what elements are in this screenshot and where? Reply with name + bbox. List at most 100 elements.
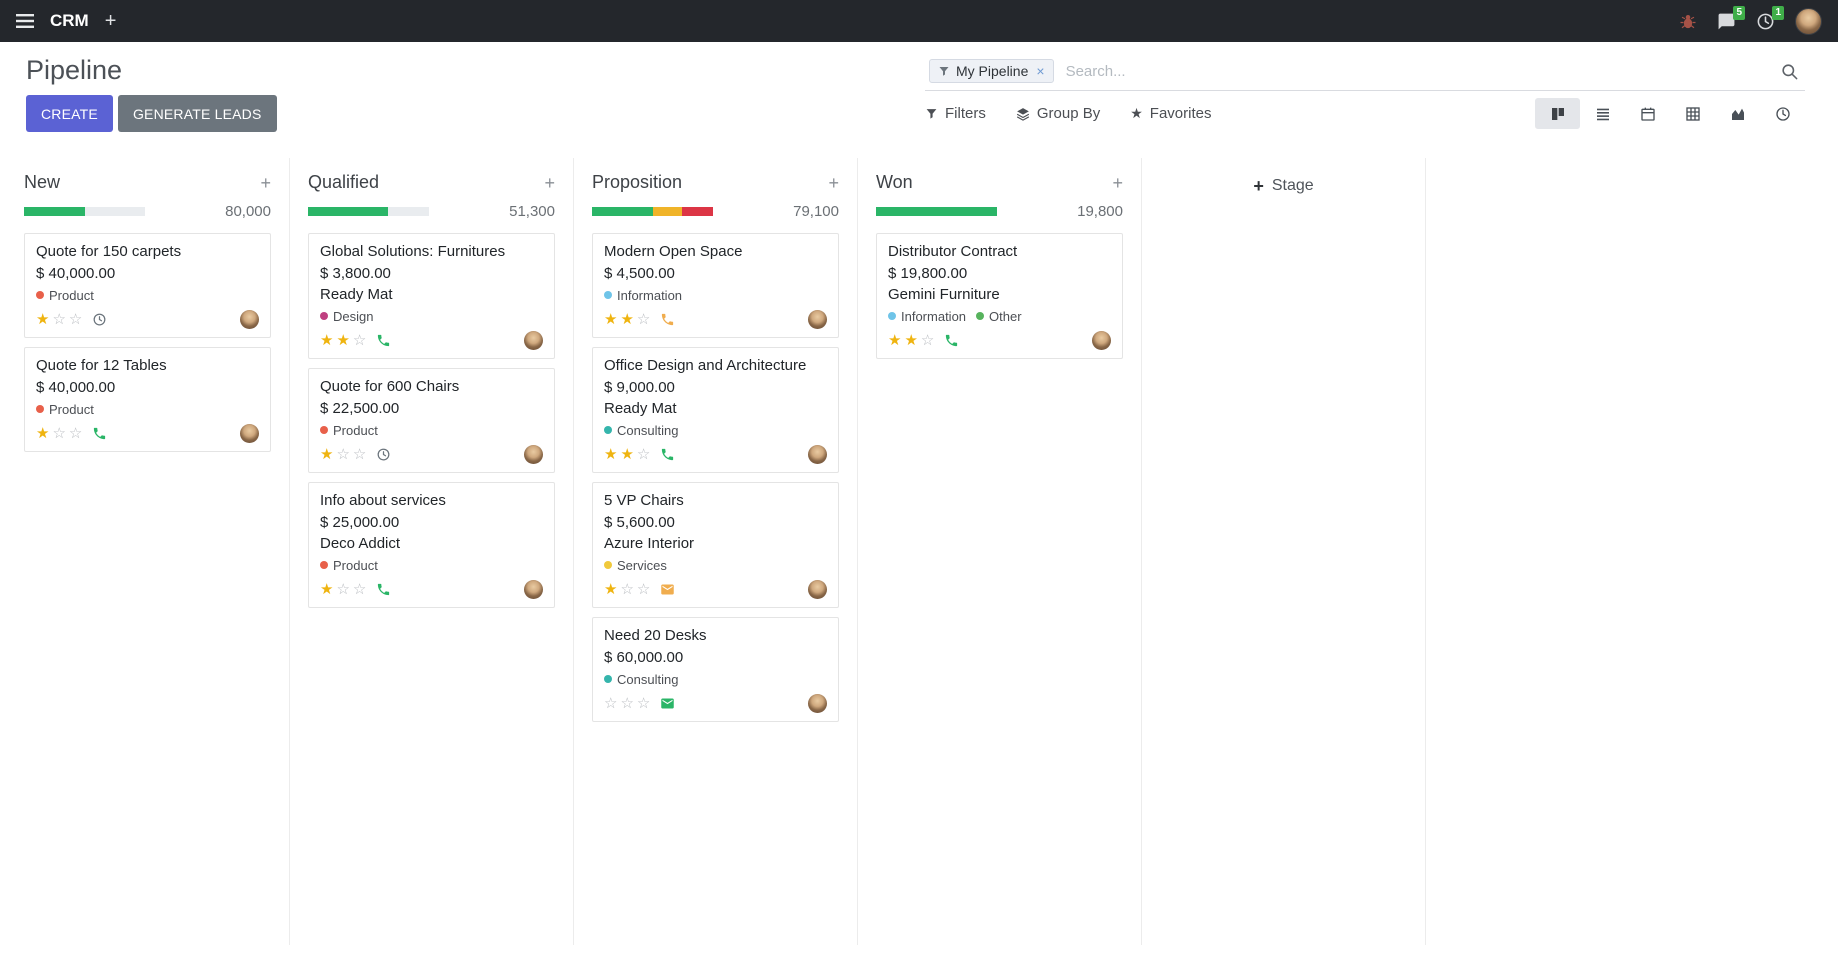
card-title[interactable]: Quote for 12 Tables [36,357,167,374]
messages-button[interactable]: 5 [1717,5,1745,31]
kanban-card[interactable]: Global Solutions: Furnitures $ 3,800.00 Re… [308,233,555,359]
priority-star[interactable]: ☆ [336,445,350,463]
priority-star[interactable]: ☆ [636,694,651,712]
kanban-card[interactable]: 5 VP Chairs $ 5,600.00 Azure Interior Servi… [592,482,839,608]
priority-star[interactable]: ★ [620,445,634,463]
activity-clock-button[interactable] [376,447,391,462]
priority-star[interactable]: ☆ [68,310,83,328]
column-progressbar[interactable] [876,207,997,216]
search-bar[interactable]: My Pipeline × [925,56,1805,91]
favorites-button[interactable]: ★ Favorites [1130,105,1211,122]
card-title[interactable]: Quote for 600 Chairs [320,378,460,395]
search-facet[interactable]: My Pipeline × [929,59,1054,83]
apps-menu-button[interactable] [16,14,34,28]
priority-star[interactable]: ★ [604,580,618,598]
priority-star[interactable]: ☆ [68,424,83,442]
priority-star[interactable]: ☆ [920,331,935,349]
priority-star[interactable]: ☆ [636,310,651,328]
activity-phone-button[interactable] [944,333,959,348]
tag-label: Other [989,308,1022,324]
priority-star[interactable]: ★ [620,310,634,328]
navbar-plus-button[interactable]: + [104,10,117,32]
priority-star[interactable]: ☆ [352,331,367,349]
kanban-card[interactable]: Quote for 600 Chairs $ 22,500.00 Product ★ ☆… [308,368,555,473]
kanban-view-button[interactable] [1535,98,1580,129]
column-progressbar[interactable] [24,207,145,216]
priority-star[interactable]: ☆ [352,445,367,463]
column-add-button[interactable]: + [1112,172,1123,193]
kanban-card[interactable]: Info about services $ 25,000.00 Deco Addic… [308,482,555,608]
search-input[interactable] [1063,61,1780,81]
priority-star[interactable]: ★ [336,331,350,349]
priority-star[interactable]: ☆ [636,445,651,463]
search-icon[interactable] [1780,62,1799,81]
list-view-button[interactable] [1580,98,1625,129]
create-button[interactable]: CREATE [26,95,113,132]
card-tags: Services [604,556,827,573]
priority-star[interactable]: ★ [320,445,334,463]
activity-phone-button[interactable] [376,582,391,597]
activity-phone-button[interactable] [660,312,675,327]
card-title[interactable]: Need 20 Desks [604,627,707,644]
activity-phone-button[interactable] [376,333,391,348]
column-add-button[interactable]: + [260,172,271,193]
card-title[interactable]: 5 VP Chairs [604,492,684,509]
activity-clock-button[interactable] [92,312,107,327]
pivot-view-button[interactable] [1670,98,1715,129]
add-stage-button[interactable]: + Stage [1247,176,1319,196]
salesperson-avatar [808,445,827,464]
priority-star[interactable]: ☆ [636,580,651,598]
card-title[interactable]: Distributor Contract [888,243,1018,260]
card-title[interactable]: Quote for 150 carpets [36,243,182,260]
priority-star[interactable]: ★ [36,310,50,328]
activities-button[interactable]: 1 [1756,5,1784,31]
priority-star[interactable]: ☆ [336,580,350,598]
priority-star[interactable]: ★ [320,331,334,349]
column-progressbar[interactable] [592,207,713,216]
facet-remove-icon[interactable]: × [1036,63,1045,79]
priority-star[interactable]: ★ [320,580,334,598]
column-header: Won + [876,172,1123,193]
priority-star[interactable]: ☆ [604,694,618,712]
column-progressbar[interactable] [308,207,429,216]
filters-button[interactable]: Filters [925,105,986,122]
activity-view-button[interactable] [1760,98,1805,129]
kanban-card[interactable]: Distributor Contract $ 19,800.00 Gemini Fu… [876,233,1123,359]
activity-envelope-button[interactable] [660,696,675,711]
priority-star[interactable]: ★ [604,445,618,463]
priority-star[interactable]: ☆ [620,580,634,598]
priority-star[interactable]: ☆ [52,310,66,328]
priority-star[interactable]: ☆ [620,694,634,712]
priority-star[interactable]: ★ [604,310,618,328]
group-by-button[interactable]: Group By [1016,105,1100,122]
user-avatar[interactable] [1795,7,1822,35]
kanban-card[interactable]: Quote for 150 carpets $ 40,000.00 Product ★… [24,233,271,338]
activity-phone-button[interactable] [660,447,675,462]
debug-bug-button[interactable] [1679,12,1697,30]
card-title[interactable]: Office Design and Architecture [604,357,807,374]
calendar-view-button[interactable] [1625,98,1670,129]
card-title[interactable]: Global Solutions: Furnitures [320,243,506,260]
graph-view-button[interactable] [1715,98,1760,129]
phone-icon [662,448,674,461]
priority-star[interactable]: ★ [36,424,50,442]
kanban-card[interactable]: Quote for 12 Tables $ 40,000.00 Product ★ ☆ ☆ [24,347,271,452]
kanban-card[interactable]: Office Design and Architecture $ 9,000.00… [592,347,839,473]
priority-star[interactable]: ★ [888,331,902,349]
card-title[interactable]: Modern Open Space [604,243,743,260]
priority-star[interactable]: ☆ [52,424,66,442]
tag-color-dot [36,291,44,299]
column-add-button[interactable]: + [544,172,555,193]
activity-phone-button[interactable] [92,426,107,441]
column-add-button[interactable]: + [828,172,839,193]
priority-star[interactable]: ★ [904,331,918,349]
generate-leads-button[interactable]: GENERATE LEADS [117,95,277,132]
activity-envelope-button[interactable] [660,582,675,597]
priority-star[interactable]: ☆ [352,580,367,598]
card-title[interactable]: Info about services [320,492,446,509]
kanban-card[interactable]: Need 20 Desks $ 60,000.00 Consulting ☆ ☆ ☆ [592,617,839,722]
filter-funnel-icon [926,109,937,119]
app-name[interactable]: CRM [50,11,89,30]
kanban-card[interactable]: Modern Open Space $ 4,500.00 Information ★ ★… [592,233,839,338]
column-header: Proposition + [592,172,839,193]
